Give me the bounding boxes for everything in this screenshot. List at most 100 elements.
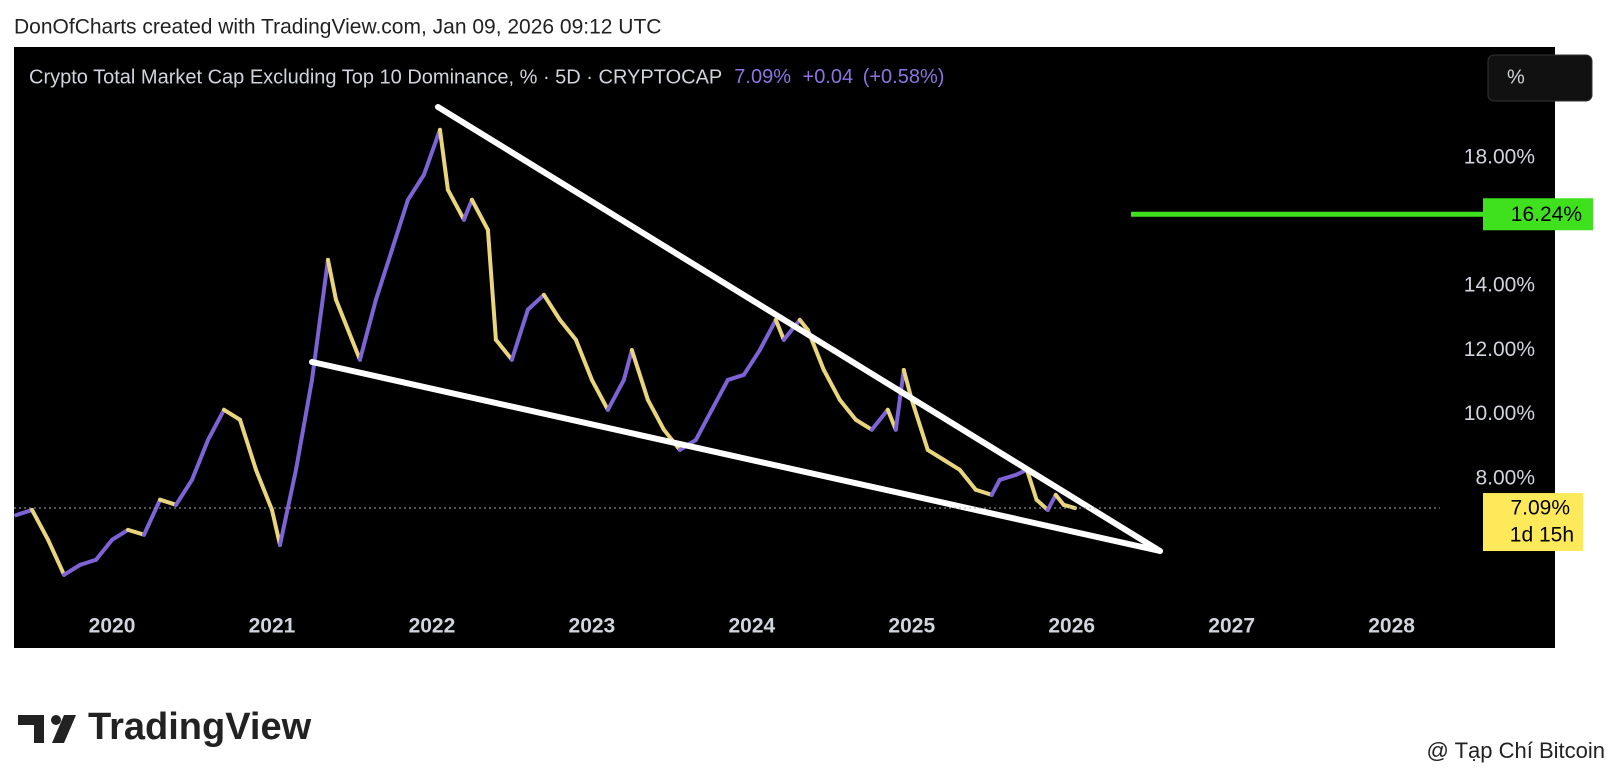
price-segment — [837, 397, 858, 422]
price-segment — [437, 127, 450, 192]
price-segment — [333, 297, 354, 342]
price-segment — [773, 317, 786, 342]
x-tick-label: 2025 — [888, 615, 935, 638]
x-tick-label: 2020 — [89, 615, 136, 638]
y-tick-label: 10.00% — [1464, 402, 1535, 425]
price-segment — [557, 317, 578, 342]
price-segment — [821, 367, 842, 402]
price-segment — [869, 407, 890, 432]
logo-text: TradingView — [88, 706, 312, 748]
price-segment — [973, 487, 994, 497]
level-label: 16.24% — [1511, 203, 1582, 226]
price-segment — [741, 348, 762, 377]
price-segment — [269, 507, 282, 547]
price-segment — [989, 477, 1002, 497]
price-segment — [62, 562, 83, 577]
x-tick-label: 2023 — [569, 615, 616, 638]
x-tick-label: 2026 — [1048, 615, 1095, 638]
price-segment — [1061, 502, 1077, 511]
price-segment — [781, 317, 802, 342]
price-segment — [293, 377, 314, 472]
price-segment — [142, 497, 163, 537]
y-tick-label: 14.00% — [1464, 274, 1535, 297]
stat-last: 7.09% — [734, 66, 791, 88]
price-segment — [605, 377, 626, 412]
price-segment — [725, 372, 746, 382]
price-segment — [709, 377, 730, 412]
price-segment — [461, 197, 474, 222]
price-segment — [238, 417, 258, 472]
price-segment — [509, 307, 530, 362]
stat-change-pct: (+0.58%) — [863, 66, 945, 88]
x-tick-label: 2028 — [1368, 615, 1415, 638]
price-segment — [525, 292, 546, 312]
price-segment — [573, 337, 594, 382]
chart-panel — [14, 47, 1555, 648]
y-tick-label: 8.00% — [1475, 466, 1535, 489]
price-segment — [909, 397, 930, 452]
price-segment — [797, 317, 810, 332]
price-segment — [445, 187, 466, 222]
price-segment — [957, 467, 978, 492]
price-segment — [30, 507, 51, 542]
price-segment — [757, 317, 778, 353]
x-tick-label: 2024 — [728, 615, 775, 638]
price-segment — [373, 247, 394, 302]
price-segment — [941, 457, 962, 472]
last-price-box — [1483, 493, 1583, 552]
price-segment — [589, 377, 610, 412]
price-segment — [997, 472, 1018, 482]
price-segment — [94, 537, 115, 562]
price-segment — [325, 257, 338, 302]
trendline-lower — [309, 359, 1163, 554]
price-segment — [158, 497, 179, 507]
price-segment — [317, 257, 330, 322]
price-segment — [277, 467, 298, 547]
y-tick-label: 12.00% — [1464, 338, 1535, 361]
trendline-upper — [435, 104, 1163, 554]
price-segment — [1045, 492, 1058, 512]
price-segment — [357, 297, 378, 362]
credit: DonOfCharts created with TradingView.com… — [14, 16, 661, 39]
price-segment — [493, 337, 514, 362]
price-segment — [222, 407, 243, 422]
price-segment — [206, 407, 227, 442]
unit-button[interactable] — [1487, 54, 1593, 102]
price-segment — [645, 397, 666, 432]
x-tick-label: 2027 — [1208, 615, 1255, 638]
price-segment — [14, 507, 35, 518]
chart-title: Crypto Total Market Cap Excluding Top 10… — [29, 66, 722, 88]
price-segment — [421, 127, 442, 177]
price-segment — [405, 172, 426, 202]
price-segment — [925, 447, 946, 462]
price-segment — [174, 477, 195, 507]
price-segment — [469, 197, 490, 232]
price-segment — [629, 348, 650, 402]
price-segment — [253, 467, 274, 512]
stat-change: +0.04 — [803, 66, 854, 88]
last-price-label: 7.09% — [1510, 497, 1570, 520]
countdown: 1d 15h — [1510, 524, 1574, 547]
price-segment — [1024, 467, 1039, 502]
price-segment — [1053, 492, 1066, 507]
price-segment — [693, 407, 714, 442]
unit-button-label[interactable]: % — [1507, 66, 1525, 88]
watermark: @ Tạp Chí Bitcoin — [1427, 738, 1605, 763]
price-segment — [621, 348, 634, 382]
price-segment — [309, 317, 322, 382]
logo — [18, 715, 76, 743]
price-segment — [46, 537, 67, 577]
price-segment — [78, 557, 99, 567]
price-segment — [126, 527, 147, 537]
price-segment — [110, 527, 131, 542]
price-segment — [485, 227, 498, 342]
price-segment — [853, 417, 874, 432]
price-segment — [541, 292, 562, 322]
price-segment — [349, 337, 362, 362]
level-box — [1483, 198, 1593, 231]
y-tick-label: 18.00% — [1464, 145, 1535, 168]
stats: 7.09% +0.04 (+0.58%) — [734, 66, 944, 88]
price-segment — [190, 437, 211, 482]
